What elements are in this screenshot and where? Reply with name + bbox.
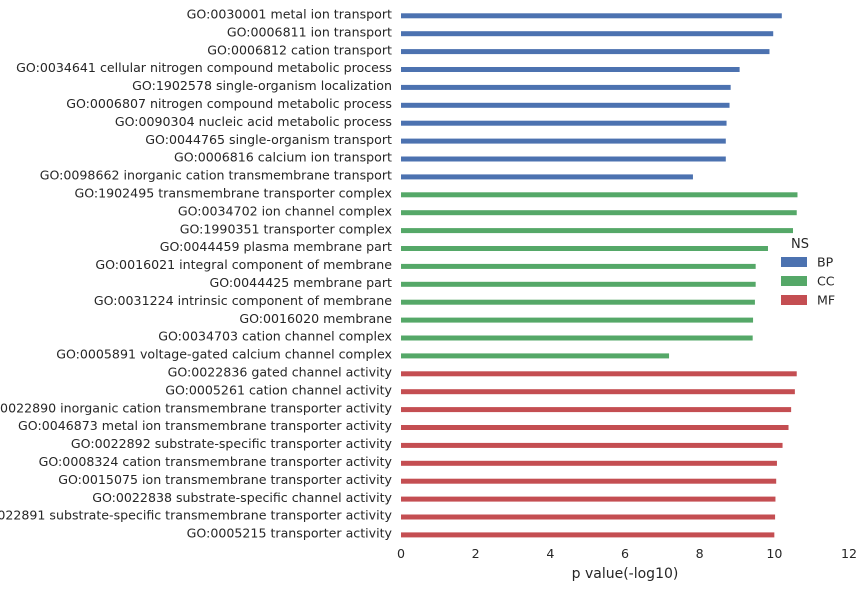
bar-cc [401, 353, 670, 359]
bar-mf [401, 496, 776, 502]
category-label: GO:0008324 cation transmembrane transpor… [39, 454, 393, 469]
bar-cc [401, 192, 798, 198]
category-labels-layer: GO:0030001 metal ion transport GO:0006811… [0, 7, 393, 541]
category-label: GO:1902578 single-organism localization [132, 78, 392, 93]
bars-layer [401, 13, 798, 538]
category-label: GO:0005215 transporter activity [187, 526, 393, 541]
bar-bp [401, 174, 693, 180]
category-label: GO:0031224 intrinsic component of membra… [94, 293, 392, 308]
x-axis-label: p value(-log10) [572, 566, 679, 582]
x-tick-labels: 0 2 4 6 8 10 12 [397, 546, 857, 561]
bar-mf [401, 389, 795, 395]
category-label: GO:0030001 metal ion transport [187, 7, 392, 22]
category-label: GO:0046873 metal ion transmembrane trans… [18, 418, 393, 433]
legend: NS BP CC MF [781, 237, 835, 308]
bar-cc [401, 299, 755, 305]
category-label: GO:0034703 cation channel complex [158, 329, 392, 344]
category-label: GO:0022890 inorganic cation transmembran… [0, 400, 393, 415]
x-tick-label: 0 [397, 546, 405, 561]
legend-label-mf: MF [817, 293, 835, 308]
category-label: GO:0034702 ion channel complex [178, 203, 393, 218]
x-tick-label: 6 [621, 546, 629, 561]
category-label: GO:0022891 substrate-specific transmembr… [0, 508, 393, 523]
category-label: GO:0006816 calcium ion transport [174, 150, 392, 165]
x-tick-label: 4 [546, 546, 554, 561]
bar-bp [401, 138, 726, 144]
bar-bp [401, 13, 782, 19]
x-tick-label: 12 [841, 546, 857, 561]
category-label: GO:0098662 inorganic cation transmembran… [40, 168, 392, 183]
bar-cc [401, 263, 756, 269]
bar-mf [401, 407, 792, 413]
category-label: GO:0022838 substrate-specific channel ac… [92, 490, 392, 505]
category-label: GO:0005891 voltage-gated calcium channel… [56, 347, 392, 362]
legend-label-bp: BP [817, 255, 834, 270]
legend-title: NS [791, 237, 809, 252]
bar-bp [401, 120, 727, 126]
bar-cc [401, 317, 754, 323]
legend-label-cc: CC [817, 274, 835, 289]
bar-bp [401, 84, 731, 90]
category-label: GO:0044765 single-organism transport [145, 132, 392, 147]
bar-mf [401, 532, 775, 538]
category-label: GO:0044459 plasma membrane part [160, 239, 392, 254]
bar-bp [401, 31, 774, 37]
category-label: GO:0090304 nucleic acid metabolic proces… [115, 114, 392, 129]
bar-cc [401, 281, 756, 287]
category-label: GO:0044425 membrane part [209, 275, 392, 290]
x-tick-label: 8 [696, 546, 704, 561]
bar-bp [401, 102, 730, 108]
category-label: GO:0006812 cation transport [207, 42, 392, 57]
x-tick-label: 10 [766, 546, 782, 561]
bar-bp [401, 49, 770, 55]
category-label: GO:0005261 cation channel activity [165, 382, 392, 397]
bar-mf [401, 514, 776, 520]
category-label: GO:0016020 membrane [239, 311, 392, 326]
category-label: GO:1902495 transmembrane transporter com… [74, 186, 392, 201]
bar-mf [401, 460, 777, 466]
bar-mf [401, 442, 783, 448]
bar-cc [401, 228, 793, 234]
x-tick-label: 2 [472, 546, 480, 561]
bar-bp [401, 156, 726, 162]
bar-cc [401, 335, 753, 341]
category-label: GO:1990351 transporter complex [180, 221, 393, 236]
category-label: GO:0034641 cellular nitrogen compound me… [16, 60, 392, 75]
legend-swatch-mf [781, 295, 807, 305]
bar-cc [401, 246, 768, 251]
bar-mf [401, 371, 797, 377]
category-label: GO:0006811 ion transport [227, 24, 392, 39]
category-label: GO:0015075 ion transmembrane transporter… [58, 472, 392, 487]
legend-swatch-bp [781, 257, 807, 267]
category-label: GO:0022892 substrate-specific transporte… [71, 436, 393, 451]
legend-swatch-cc [781, 276, 807, 286]
bar-mf [401, 478, 777, 484]
category-label: GO:0006807 nitrogen compound metabolic p… [66, 96, 392, 111]
category-label: GO:0016021 integral component of membran… [95, 257, 392, 272]
bar-cc [401, 210, 797, 216]
bar-mf [401, 425, 789, 430]
category-label: GO:0022836 gated channel activity [168, 365, 393, 380]
bar-bp [401, 67, 740, 72]
